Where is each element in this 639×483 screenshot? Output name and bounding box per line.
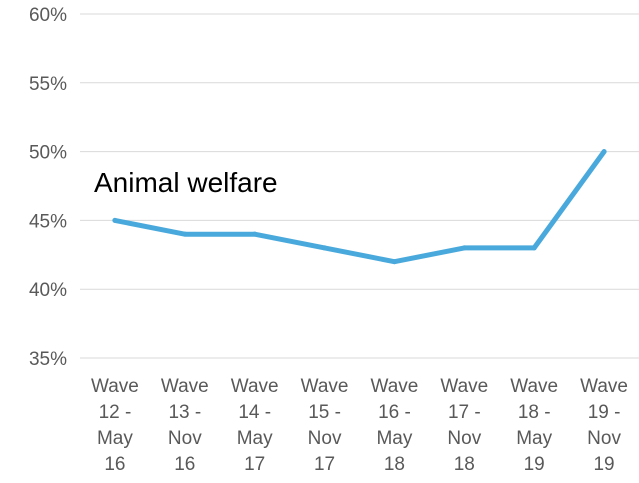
data-point-0-5 bbox=[461, 245, 467, 251]
data-point-0-1 bbox=[182, 231, 188, 237]
data-point-0-0 bbox=[112, 217, 118, 223]
y-tick-label-40: 40% bbox=[29, 280, 67, 301]
x-tick-label-6: Wave 18 -May 19 bbox=[510, 376, 558, 475]
x-axis-tick-labels: Wave 12 -May 16 Wave 13 -Nov 16 Wave 14 -May 17 W… bbox=[91, 376, 628, 475]
y-tick-label-55: 55% bbox=[29, 74, 67, 95]
x-tick-label-2: Wave 14 -May 17 bbox=[231, 376, 279, 475]
series-line-0 bbox=[112, 149, 607, 265]
gridlines bbox=[80, 13, 639, 359]
x-tick-label-7: Wave 19 -Nov 19 bbox=[580, 376, 628, 475]
data-point-0-4 bbox=[391, 259, 397, 265]
x-tick-label-1: Wave 13 -Nov 16 bbox=[161, 376, 209, 475]
y-tick-label-35: 35% bbox=[29, 349, 67, 370]
data-point-0-3 bbox=[322, 245, 328, 251]
x-tick-label-4: Wave 16 -May 18 bbox=[371, 376, 419, 475]
series-lines bbox=[112, 149, 607, 265]
data-point-0-7 bbox=[601, 149, 607, 155]
y-axis-tick-labels: 35% 40% 45% 50% 55% 60% bbox=[29, 5, 67, 370]
x-tick-label-0: Wave 12 -May 16 bbox=[91, 376, 139, 475]
x-tick-label-5: Wave 17 -Nov 18 bbox=[440, 376, 488, 475]
series-label-animal-welfare: Animal welfare bbox=[94, 167, 278, 198]
y-tick-label-45: 45% bbox=[29, 211, 67, 232]
data-point-0-2 bbox=[252, 231, 258, 237]
y-tick-label-50: 50% bbox=[29, 143, 67, 164]
y-tick-label-60: 60% bbox=[29, 5, 67, 26]
x-tick-label-3: Wave 15 -Nov 17 bbox=[301, 376, 349, 475]
data-point-0-6 bbox=[531, 245, 537, 251]
